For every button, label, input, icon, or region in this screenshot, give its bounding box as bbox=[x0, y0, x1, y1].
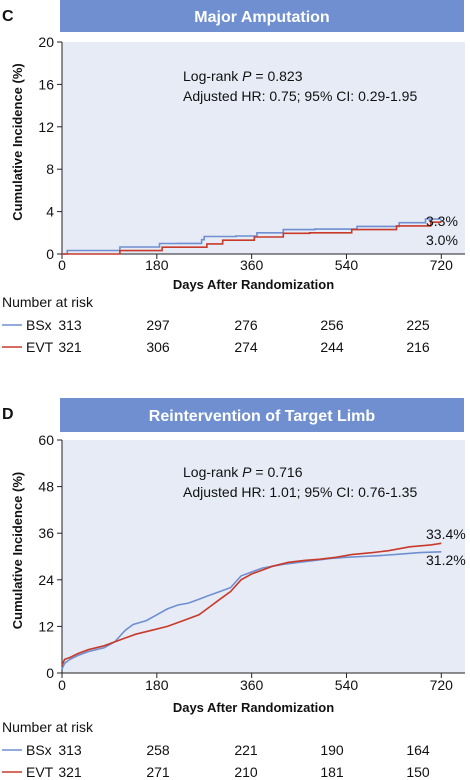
plot-area bbox=[62, 440, 465, 673]
x-tick-label: 0 bbox=[58, 257, 66, 273]
chart-panel-c: C Major Amputation 0 4 8 12 16 20 0 180 360 540 720 D… bbox=[2, 0, 465, 355]
risk-value: 306 bbox=[146, 339, 170, 355]
y-tick-label: 8 bbox=[46, 161, 54, 177]
series-line-bsx bbox=[62, 218, 442, 255]
series-line-evt bbox=[61, 542, 442, 666]
y-tick-label: 12 bbox=[38, 618, 54, 634]
risk-value: 164 bbox=[406, 742, 430, 758]
risk-value: 321 bbox=[58, 764, 82, 780]
panel-title-band bbox=[60, 0, 464, 32]
end-label-bsx: 33.4% bbox=[426, 526, 466, 542]
risk-value: 313 bbox=[58, 317, 82, 333]
y-tick-label: 0 bbox=[46, 246, 54, 262]
risk-value: 313 bbox=[58, 742, 82, 758]
y-tick-label: 16 bbox=[38, 76, 54, 92]
x-tick-label: 180 bbox=[145, 677, 169, 693]
risk-value: 274 bbox=[234, 339, 258, 355]
y-tick-label: 60 bbox=[38, 432, 54, 448]
risk-value: 244 bbox=[320, 339, 344, 355]
y-tick-label: 24 bbox=[38, 572, 54, 588]
risk-value: 210 bbox=[234, 764, 258, 780]
logrank-text: Log-rank P = 0.823 bbox=[183, 68, 303, 84]
risk-value: 216 bbox=[406, 339, 430, 355]
y-tick-label: 12 bbox=[38, 119, 54, 135]
x-tick-label: 180 bbox=[145, 257, 169, 273]
x-tick-label: 540 bbox=[335, 677, 359, 693]
x-tick-label: 360 bbox=[240, 677, 264, 693]
risk-value: 256 bbox=[320, 317, 344, 333]
risk-value: 271 bbox=[146, 764, 170, 780]
risk-row-label-bsx: BSx bbox=[26, 317, 52, 333]
series-line-evt bbox=[62, 221, 442, 255]
series-line-bsx bbox=[61, 551, 442, 670]
y-tick-label: 4 bbox=[46, 204, 54, 220]
risk-row-label-evt: EVT bbox=[26, 339, 54, 355]
risk-value: 150 bbox=[406, 764, 430, 780]
risk-value: 190 bbox=[320, 742, 344, 758]
x-tick-label: 540 bbox=[335, 257, 359, 273]
risk-row-label-evt: EVT bbox=[26, 764, 54, 780]
panel-title: Reintervention of Target Limb bbox=[149, 408, 376, 425]
panel-title-band bbox=[60, 398, 464, 432]
logrank-text: Log-rank P = 0.716 bbox=[183, 464, 303, 480]
y-axis-label: Cumulative Incidence (%) bbox=[10, 63, 25, 220]
risk-row-label-bsx: BSx bbox=[26, 742, 52, 758]
panel-letter: D bbox=[2, 406, 14, 423]
risk-value: 276 bbox=[234, 317, 258, 333]
y-tick-label: 0 bbox=[46, 665, 54, 681]
adjusted-hr-text: Adjusted HR: 0.75; 95% CI: 0.29-1.95 bbox=[183, 88, 417, 104]
x-tick-label: 720 bbox=[430, 677, 454, 693]
risk-table-title: Number at risk bbox=[2, 294, 94, 310]
risk-value: 321 bbox=[58, 339, 82, 355]
y-tick-label: 48 bbox=[38, 479, 54, 495]
risk-value: 258 bbox=[146, 742, 170, 758]
end-label-evt: 31.2% bbox=[426, 552, 466, 568]
risk-value: 297 bbox=[146, 317, 170, 333]
x-axis-label: Days After Randomization bbox=[173, 277, 334, 292]
x-tick-label: 360 bbox=[240, 257, 264, 273]
adjusted-hr-text: Adjusted HR: 1.01; 95% CI: 0.76-1.35 bbox=[183, 484, 417, 500]
y-axis-label: Cumulative Incidence (%) bbox=[10, 472, 25, 629]
risk-value: 221 bbox=[234, 742, 258, 758]
panel-title: Major Amputation bbox=[194, 9, 329, 26]
x-tick-label: 0 bbox=[58, 677, 66, 693]
x-axis-label: Days After Randomization bbox=[173, 700, 334, 715]
y-tick-label: 36 bbox=[38, 525, 54, 541]
x-tick-label: 720 bbox=[430, 257, 454, 273]
risk-table-title: Number at risk bbox=[2, 719, 94, 735]
risk-value: 181 bbox=[320, 764, 344, 780]
risk-value: 225 bbox=[406, 317, 430, 333]
y-tick-label: 20 bbox=[38, 34, 54, 50]
end-label-evt: 3.0% bbox=[426, 232, 458, 248]
panel-letter: C bbox=[2, 8, 14, 25]
chart-panel-d: D Reintervention of Target Limb 0 12 24 36 48 6… bbox=[2, 398, 466, 780]
plot-area bbox=[62, 42, 465, 254]
end-label-bsx: 3.3% bbox=[426, 213, 458, 229]
